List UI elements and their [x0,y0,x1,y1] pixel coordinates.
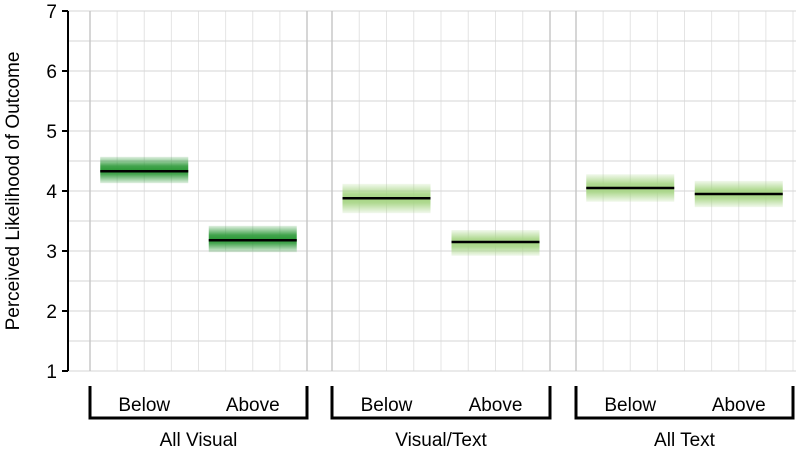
x-category-label: Below [118,395,170,416]
group-bracket [88,386,309,420]
group-bracket [574,386,795,420]
y-tick-label: 6 [46,62,57,83]
y-tick-label: 1 [46,362,57,383]
group-dividers [89,11,577,371]
x-category-label: Above [226,395,280,416]
x-group-label: All Visual [160,430,238,451]
group-bracket [330,386,552,420]
x-category-label: Above [469,395,523,416]
y-tick-label: 7 [46,2,57,23]
y-tick-label: 3 [46,242,57,263]
x-category-label: Below [604,395,656,416]
y-axis: 1 2 3 4 5 6 7 [46,2,69,383]
grid [68,10,796,372]
y-tick-label: 4 [46,182,57,203]
x-category-label: Below [361,395,413,416]
y-axis-label: Perceived Likelihood of Outcome [3,52,24,331]
x-group-label: All Text [654,430,716,451]
y-tick-label: 5 [46,122,57,143]
x-group-label: Visual/Text [395,430,487,451]
bars [100,156,783,256]
y-tick-label: 2 [46,302,57,323]
x-labels: Below Above All Visual Below Above Visual/Tex… [88,386,795,451]
x-category-label: Above [712,395,766,416]
